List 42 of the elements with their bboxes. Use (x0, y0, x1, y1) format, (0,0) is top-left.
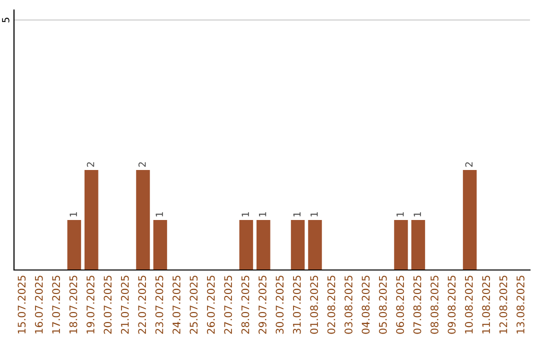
x-tick-label: 21.07.2025 (120, 276, 129, 334)
data-label: 1 (242, 212, 249, 216)
data-label: 2 (138, 162, 146, 167)
x-tick-label: 05.08.2025 (378, 276, 387, 334)
x-tick-label: 09.08.2025 (448, 276, 456, 334)
x-tick-label: 06.08.2025 (396, 276, 404, 334)
data-label: 1 (156, 212, 163, 216)
x-tick-label: 27.07.2025 (224, 276, 232, 334)
x-tick-label: 28.07.2025 (241, 276, 250, 334)
x-tick-label: 02.08.2025 (327, 276, 336, 334)
x-tick-label: 17.07.2025 (52, 276, 60, 334)
x-tick-label: 01.08.2025 (310, 276, 318, 334)
x-tick-label: 25.07.2025 (190, 276, 198, 334)
x-tick-label: 18.07.2025 (69, 276, 78, 334)
x-tick-label: 15.07.2025 (18, 276, 26, 334)
x-tick-label: 26.07.2025 (206, 276, 215, 334)
x-tick-label: 07.08.2025 (413, 276, 422, 334)
x-tick-label: 10.08.2025 (464, 276, 473, 334)
x-tick-label: 11.08.2025 (482, 276, 490, 334)
data-label: 2 (86, 162, 94, 167)
data-label: 2 (465, 162, 472, 167)
data-label: 1 (70, 212, 77, 216)
data-label: 1 (396, 212, 404, 216)
x-tick-label: 16.07.2025 (34, 276, 43, 334)
x-tick-label: 29.07.2025 (258, 276, 266, 334)
y-tick-label: 5 (2, 18, 10, 22)
x-tick-label: 13.08.2025 (516, 276, 524, 334)
x-tick-label: 03.08.2025 (344, 276, 352, 334)
x-tick-label: 30.07.2025 (276, 276, 284, 334)
x-tick-label: 08.08.2025 (430, 276, 438, 334)
data-label: 1 (414, 212, 421, 216)
x-tick-label: 24.07.2025 (172, 276, 180, 334)
x-tick-label: 04.08.2025 (362, 276, 370, 334)
data-label: 1 (258, 212, 266, 216)
x-tick-label: 22.07.2025 (138, 276, 146, 334)
x-tick-label: 23.07.2025 (155, 276, 164, 334)
x-tick-label: 12.08.2025 (499, 276, 508, 334)
x-tick-label: 20.07.2025 (104, 276, 112, 334)
data-label: 1 (293, 212, 300, 216)
x-tick-label: 19.07.2025 (86, 276, 94, 334)
x-tick-label: 31.07.2025 (292, 276, 301, 334)
data-label: 1 (310, 212, 318, 216)
